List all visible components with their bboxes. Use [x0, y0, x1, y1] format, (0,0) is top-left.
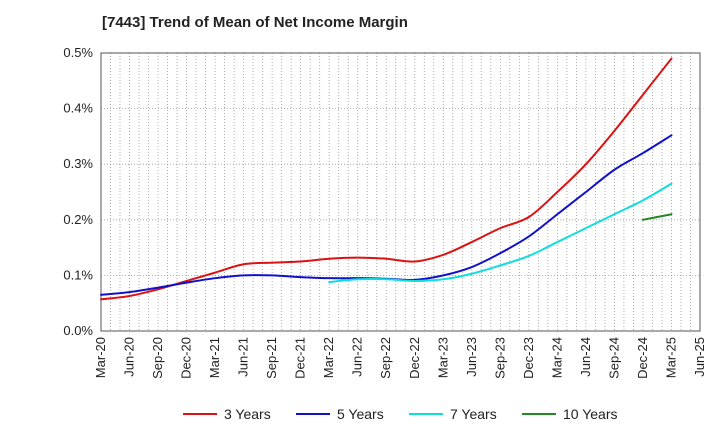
legend-label-7-years: 7 Years: [450, 406, 497, 422]
y-tick-label: 0.2%: [63, 212, 93, 227]
x-tick-label: Sep-21: [264, 337, 279, 379]
x-tick-label: Jun-24: [578, 337, 593, 377]
x-tick-label: Mar-24: [549, 337, 564, 378]
x-tick-label: Sep-23: [492, 337, 507, 379]
x-tick-label: Sep-20: [150, 337, 165, 379]
x-axis: Mar-20 Jun-20 Sep-20 Dec-20 Mar-21 Jun-21 Sep-…: [93, 337, 707, 379]
x-tick-label: Mar-21: [207, 337, 222, 378]
x-tick-label: Jun-25: [692, 337, 707, 377]
x-tick-label: Dec-24: [635, 337, 650, 379]
y-axis: 0.0% 0.1% 0.2% 0.3% 0.4% 0.5%: [63, 45, 93, 338]
y-tick-label: 0.0%: [63, 323, 93, 338]
series-line-10-years: [641, 213, 673, 221]
series-line-7-years: [328, 182, 673, 284]
x-tick-label: Mar-20: [93, 337, 108, 378]
x-tick-label: Mar-25: [663, 337, 678, 378]
x-tick-label: Dec-22: [407, 337, 422, 379]
x-tick-label: Jun-23: [464, 337, 479, 377]
x-tick-label: Sep-24: [606, 337, 621, 379]
chart-title: [7443] Trend of Mean of Net Income Margi…: [102, 14, 408, 31]
x-tick-label: Jun-21: [236, 337, 251, 377]
y-tick-label: 0.3%: [63, 156, 93, 171]
plot-frame: [100, 52, 701, 332]
legend-label-10-years: 10 Years: [563, 406, 618, 422]
series-layer: [100, 57, 673, 301]
legend: 3 Years 5 Years 7 Years 10 Years: [183, 406, 618, 422]
legend-label-3-years: 3 Years: [224, 406, 271, 422]
x-tick-label: Dec-23: [521, 337, 536, 379]
x-tick-label: Mar-22: [321, 337, 336, 378]
y-tick-label: 0.4%: [63, 101, 93, 116]
x-tick-label: Dec-20: [179, 337, 194, 379]
legend-label-5-years: 5 Years: [337, 406, 384, 422]
y-tick-label: 0.1%: [63, 267, 93, 282]
y-tick-label: 0.5%: [63, 45, 93, 60]
x-tick-label: Dec-21: [293, 337, 308, 379]
x-tick-label: Jun-20: [122, 337, 137, 377]
x-tick-label: Jun-22: [350, 337, 365, 377]
series-line-3-years: [100, 57, 673, 301]
grid-layer: [101, 53, 700, 331]
x-tick-label: Mar-23: [435, 337, 450, 378]
x-tick-label: Sep-22: [378, 337, 393, 379]
